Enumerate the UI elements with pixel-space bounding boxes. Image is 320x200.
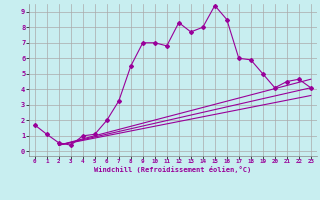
X-axis label: Windchill (Refroidissement éolien,°C): Windchill (Refroidissement éolien,°C) bbox=[94, 166, 252, 173]
